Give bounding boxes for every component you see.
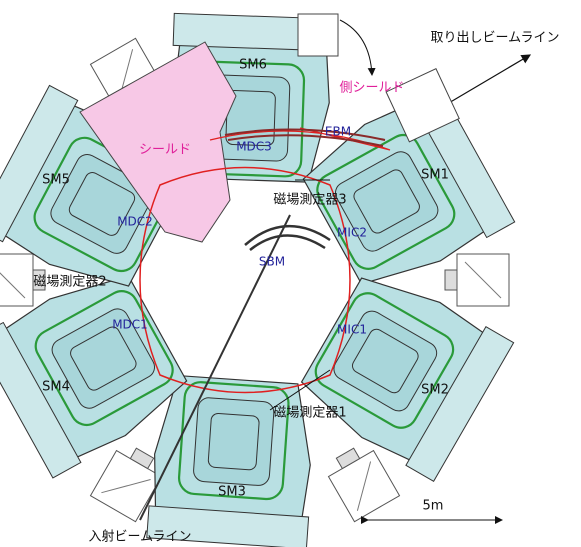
label: SBM bbox=[259, 255, 285, 269]
label: 磁場測定器1 bbox=[273, 406, 346, 421]
label: 磁場測定器2 bbox=[33, 275, 106, 290]
label: SM5 bbox=[42, 173, 70, 188]
label: 取り出しビームライン bbox=[431, 31, 560, 46]
vacuum-chamber bbox=[444, 253, 510, 307]
side-shield-box bbox=[297, 13, 339, 57]
label: 5m bbox=[423, 499, 444, 514]
rotation-arrow bbox=[339, 19, 376, 76]
label: シールド bbox=[139, 143, 191, 158]
label: MIC1 bbox=[337, 323, 367, 337]
injection-line bbox=[139, 214, 291, 521]
label: MDC2 bbox=[117, 215, 153, 229]
label: SM6 bbox=[239, 58, 267, 73]
label: MDC3 bbox=[236, 140, 272, 154]
label: 側シールド bbox=[339, 81, 404, 96]
ebm-channel bbox=[224, 128, 386, 147]
label: EBM bbox=[325, 125, 351, 139]
label: 磁場測定器3 bbox=[273, 193, 346, 208]
label: SM3 bbox=[218, 485, 246, 500]
side-shield-box bbox=[385, 68, 460, 143]
label: SM2 bbox=[421, 383, 449, 398]
probe-marker bbox=[269, 369, 331, 411]
vacuum-chamber bbox=[321, 439, 401, 523]
label: SM1 bbox=[421, 168, 449, 183]
sector-magnet bbox=[145, 373, 319, 547]
shield-block bbox=[79, 41, 237, 243]
label: SM4 bbox=[42, 380, 70, 395]
label: 入射ビームライン bbox=[89, 529, 192, 545]
label: MDC1 bbox=[112, 318, 148, 332]
label: MIC2 bbox=[337, 226, 367, 240]
beam-orbit bbox=[139, 166, 351, 394]
sbm-channel bbox=[244, 225, 331, 251]
